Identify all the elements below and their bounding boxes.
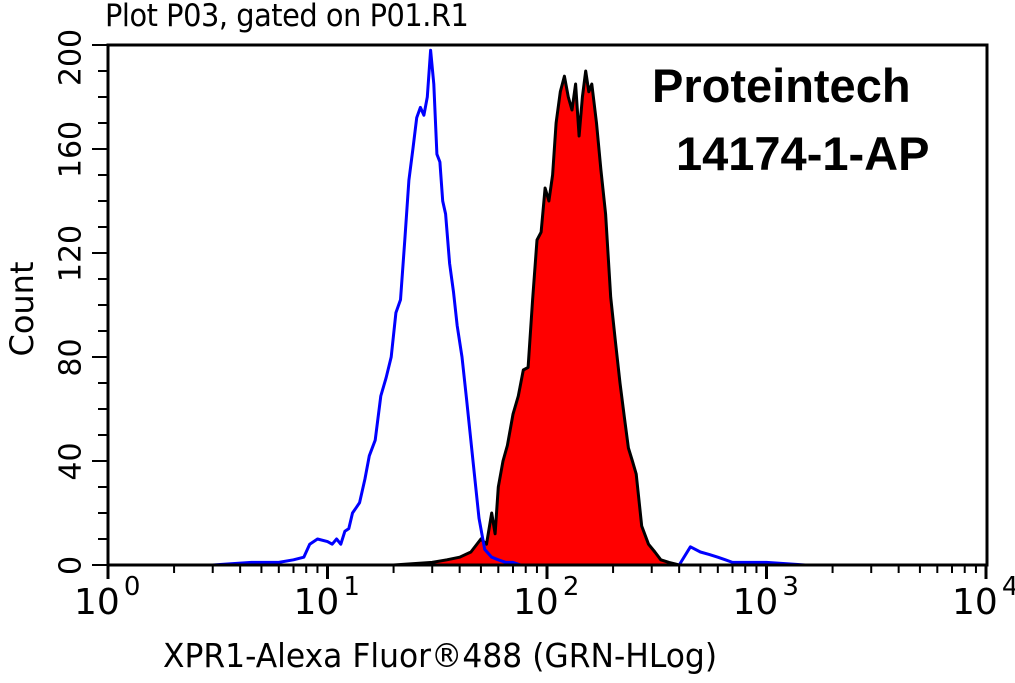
y-tick-label: 160: [53, 120, 89, 179]
x-tick-label: 10 3: [732, 572, 799, 623]
brand-label: Proteintech: [652, 59, 911, 112]
y-tick-label: 120: [53, 224, 89, 283]
x-tick-label: 10 4: [952, 572, 1015, 623]
y-tick-label: 80: [53, 338, 89, 377]
y-axis-label: Count: [3, 261, 41, 357]
y-tick-label: 200: [53, 28, 89, 87]
x-tick-label: 10 1: [293, 572, 360, 623]
catalog-number-label: 14174-1-AP: [676, 127, 930, 180]
y-minor-ticks: [92, 44, 108, 566]
plot-title: Plot P03, gated on P01.R1: [105, 0, 469, 34]
plot-frame: [106, 43, 989, 567]
sample-histogram-fill: [392, 69, 768, 567]
x-tick-label: 10 0: [74, 572, 141, 623]
x-tick-label: 10 2: [513, 572, 580, 623]
x-axis-label: XPR1-Alexa Fluor®488 (GRN-HLog): [163, 636, 718, 675]
x-minor-ticks: [106, 565, 988, 579]
y-tick-label: 40: [53, 442, 89, 481]
